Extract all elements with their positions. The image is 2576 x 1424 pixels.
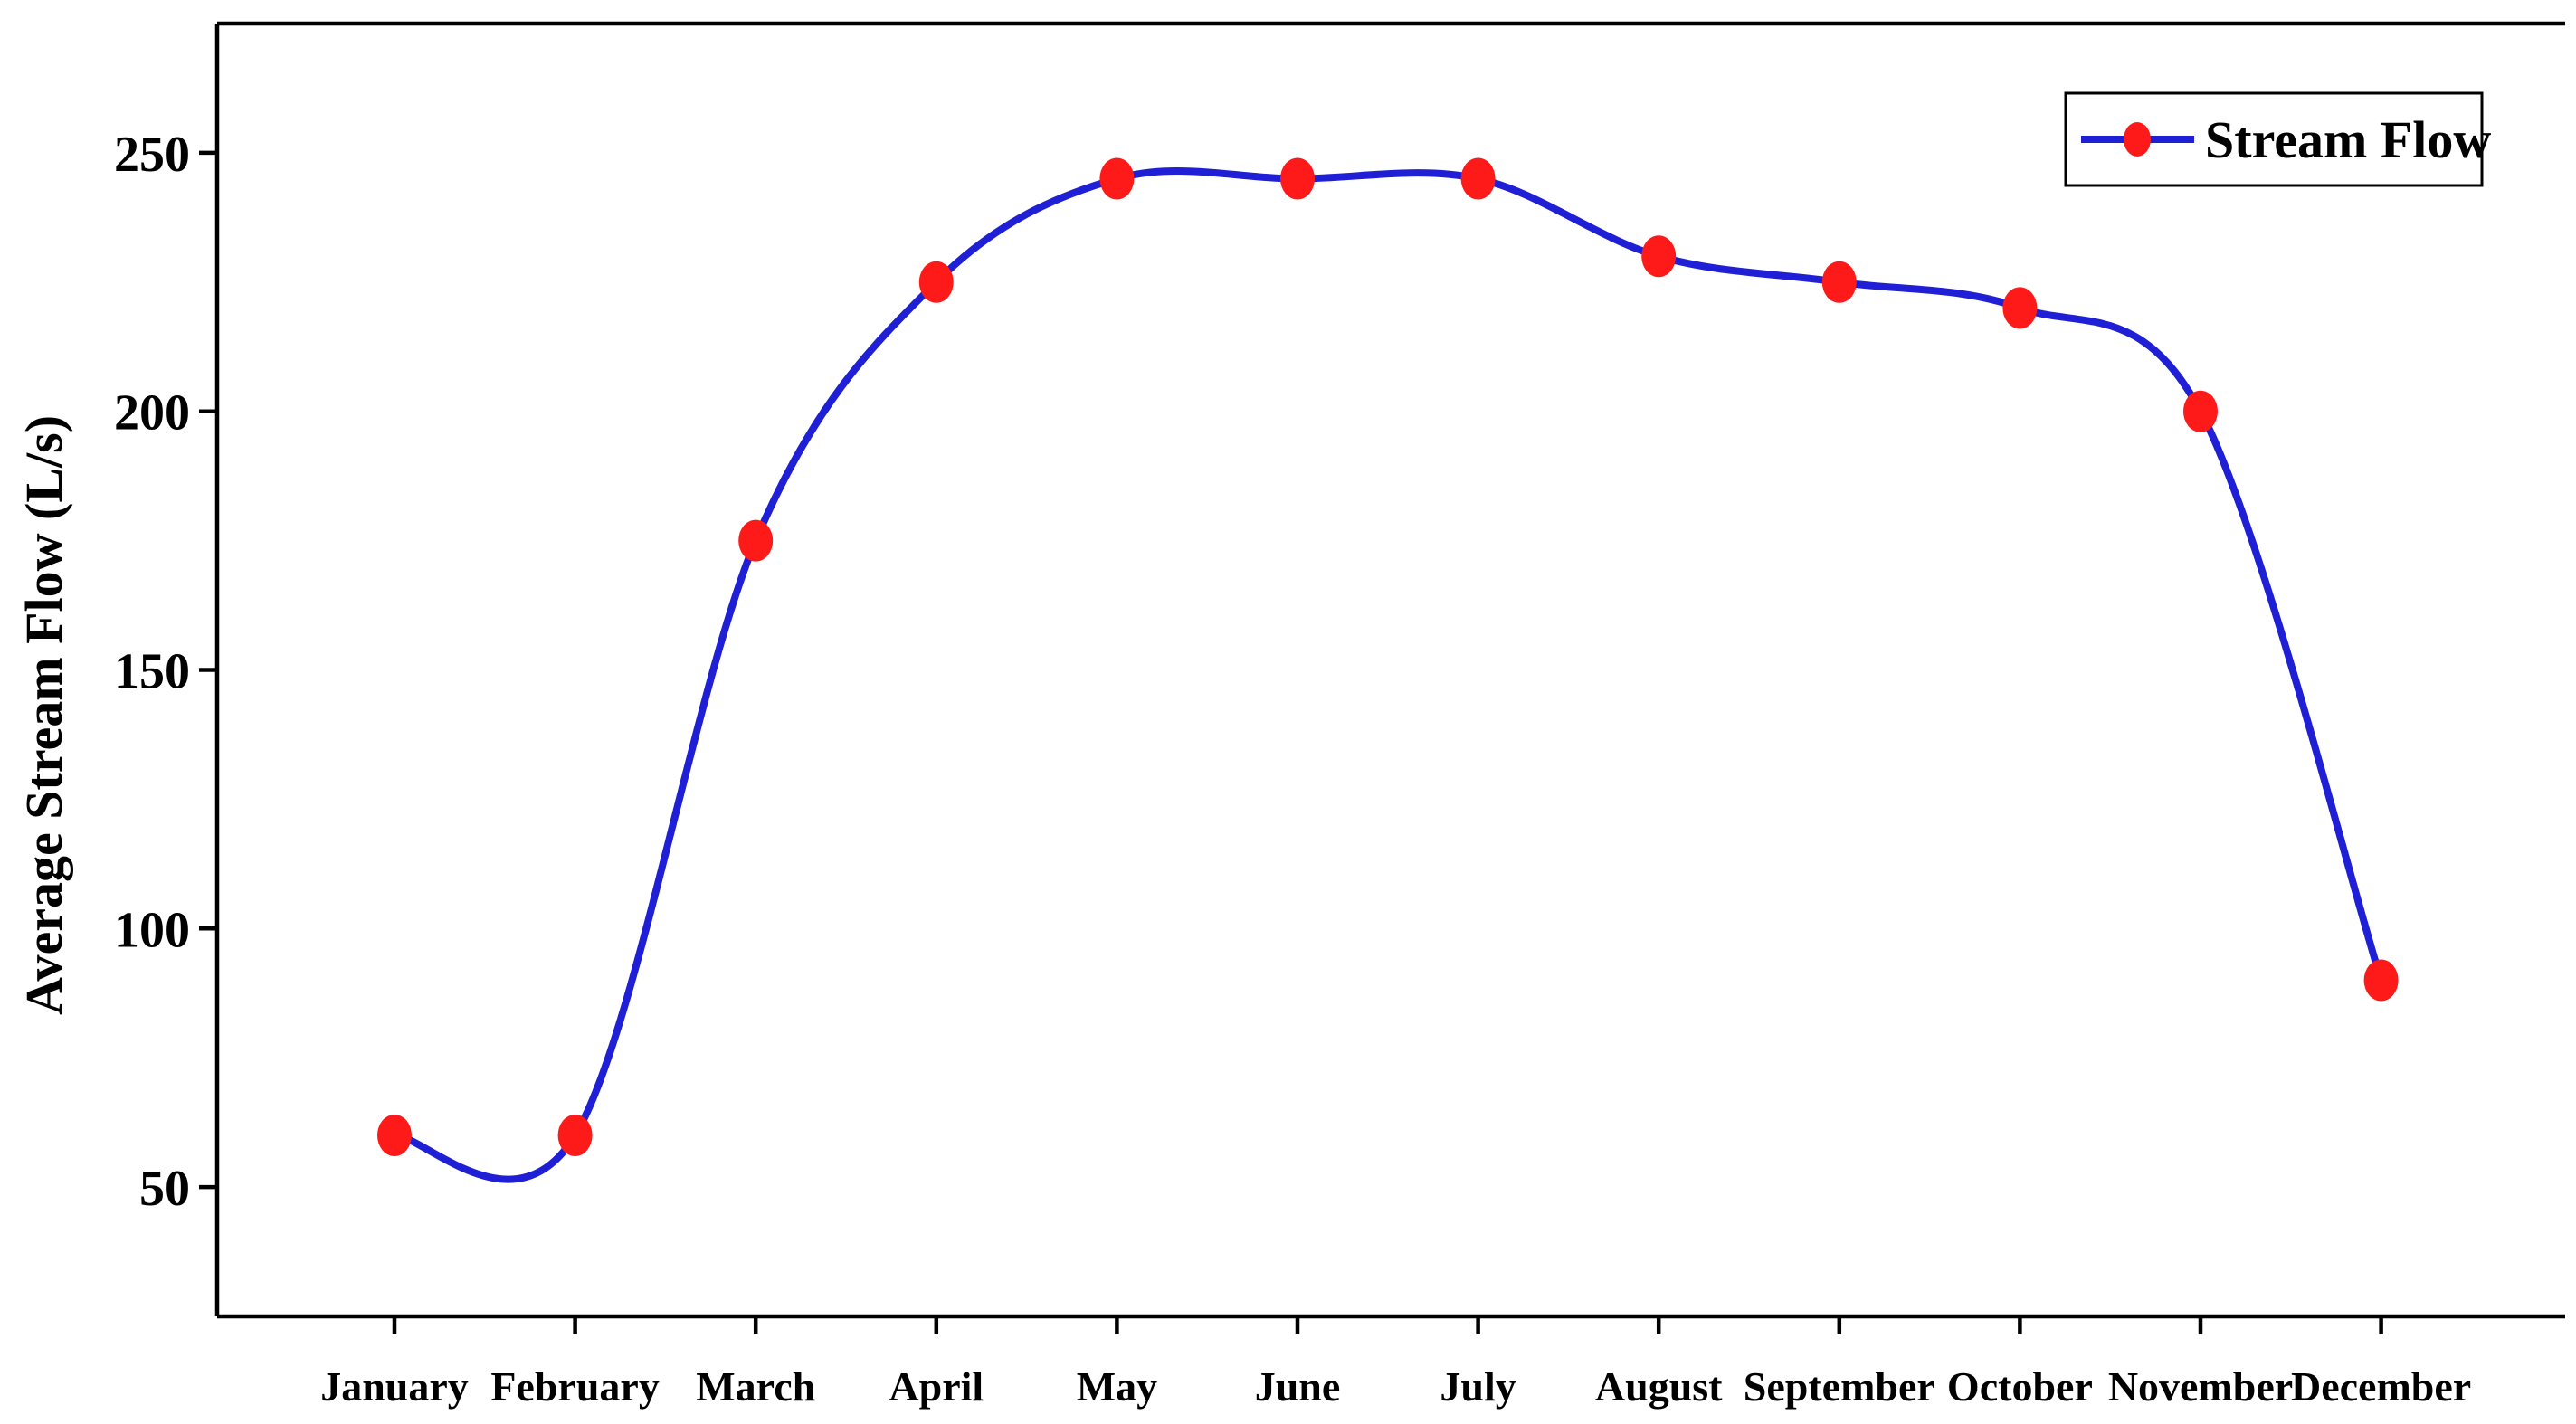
series-line bbox=[391, 167, 2385, 1183]
y-axis-ticks: 50 100 150 200 250 bbox=[114, 127, 217, 1217]
y-tick-label: 200 bbox=[114, 385, 190, 441]
x-tick-label: August bbox=[1595, 1363, 1723, 1410]
x-tick-label: January bbox=[320, 1363, 469, 1410]
data-point bbox=[2183, 390, 2218, 432]
x-axis-ticks: January February March April May June July Augu… bbox=[320, 1316, 2471, 1410]
x-tick-label: November bbox=[2108, 1363, 2293, 1410]
legend-marker-swatch bbox=[2124, 122, 2151, 157]
data-point bbox=[557, 1114, 593, 1156]
data-point bbox=[1280, 157, 1315, 200]
data-point bbox=[1641, 235, 1677, 278]
y-axis-label: Average Stream Flow (L/s) bbox=[14, 415, 73, 1015]
y-tick-label: 250 bbox=[114, 127, 190, 183]
data-point bbox=[738, 519, 774, 562]
y-tick-label: 100 bbox=[114, 902, 190, 958]
x-tick-label: July bbox=[1440, 1363, 1516, 1410]
data-point bbox=[377, 1114, 412, 1156]
legend-label: Stream Flow bbox=[2205, 110, 2491, 169]
data-point bbox=[1821, 261, 1857, 303]
legend: Stream Flow bbox=[2064, 91, 2491, 187]
y-tick-label: 150 bbox=[114, 644, 190, 700]
x-tick-label: April bbox=[889, 1363, 984, 1410]
series-layer bbox=[377, 157, 2399, 1183]
y-tick-label: 50 bbox=[139, 1161, 190, 1217]
x-tick-label: February bbox=[490, 1363, 660, 1410]
x-tick-label: September bbox=[1744, 1363, 1935, 1410]
data-point bbox=[2363, 959, 2399, 1002]
x-tick-label: December bbox=[2291, 1363, 2471, 1410]
data-point bbox=[1460, 157, 1496, 200]
x-tick-label: October bbox=[1947, 1363, 2093, 1410]
x-tick-label: June bbox=[1255, 1363, 1341, 1410]
x-tick-label: May bbox=[1077, 1363, 1157, 1410]
x-tick-label: March bbox=[696, 1363, 815, 1410]
data-point bbox=[918, 261, 954, 303]
data-point bbox=[2002, 287, 2038, 329]
data-point bbox=[1099, 157, 1135, 200]
